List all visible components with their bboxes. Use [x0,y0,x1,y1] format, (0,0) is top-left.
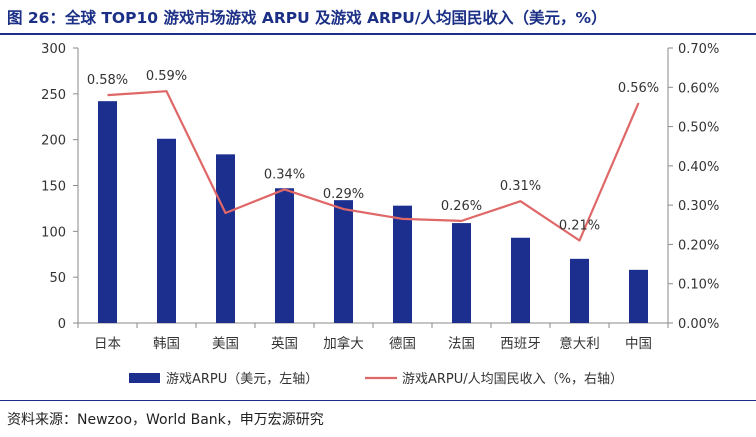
x-axis-category-label: 美国 [212,336,239,352]
right-axis-tick-label: 0.10% [678,278,719,293]
x-axis-category-label: 德国 [389,336,416,352]
line-data-label: 0.59% [146,69,187,84]
right-axis-tick-label: 0.60% [678,81,719,96]
x-axis-category-label: 西班牙 [500,336,541,352]
right-axis-tick-label: 0.30% [678,199,719,214]
legend-line-label: 游戏ARPU/人均国民收入（%，右轴） [402,372,623,387]
bar-series [98,101,648,324]
x-axis-category-label: 加拿大 [323,335,364,352]
data-labels: 0.58% 0.59% 0.34% 0.29% 0.26% 0.31% 0.21% 0.56% [87,69,659,233]
bar [570,258,589,323]
legend-bar-swatch [129,373,160,383]
x-axis-category-label: 法国 [448,336,475,352]
right-axis-tick-label: 0.00% [678,317,719,332]
bar [216,154,235,323]
line-data-label: 0.21% [559,219,600,234]
title-rule [0,33,756,35]
bar [511,237,530,323]
figure-title: 图 26：全球 TOP10 游戏市场游戏 ARPU 及游戏 ARPU/人均国民收… [7,9,607,27]
line-data-label: 0.58% [87,73,128,88]
source-note: 资料来源：Newzoo，World Bank，申万宏源研究 [7,412,324,428]
x-axis-category-label: 意大利 [559,335,600,352]
right-axis-tick-label: 0.40% [678,160,719,175]
left-axis-tick-label: 300 [41,42,66,57]
right-axis-tick-label: 0.70% [678,42,719,57]
left-axis-tick-label: 100 [41,225,66,240]
line-data-label: 0.31% [500,179,541,194]
right-axis-tick-label: 0.20% [678,238,719,253]
line-series-path [107,90,640,242]
right-axis-tick-label: 0.50% [678,121,719,136]
bar [629,269,648,323]
bar [275,188,294,323]
line-data-label: 0.26% [441,199,482,214]
bar [98,101,117,324]
chart: 0 50 100 150 200 250 300 0.00% 0.10% 0.20% 0.30% 0.… [41,42,719,387]
line-data-label: 0.56% [618,81,659,96]
x-axis-category-label: 英国 [271,335,298,352]
bar [157,138,176,323]
x-axis-category-label: 中国 [625,336,652,352]
left-axis-tick-label: 150 [41,180,66,195]
line-data-label: 0.29% [323,187,364,202]
bar [334,200,353,323]
legend: 游戏ARPU（美元，左轴） 游戏ARPU/人均国民收入（%，右轴） [129,372,623,387]
left-axis-tick-label: 250 [41,88,66,103]
axes: 0 50 100 150 200 250 300 0.00% 0.10% 0.20% 0.30% 0.… [41,42,719,352]
left-axis-tick-label: 0 [58,317,66,332]
bar [452,223,471,323]
line-series [107,90,640,242]
left-axis-tick-label: 200 [41,134,66,149]
x-axis-category-label: 韩国 [153,336,180,352]
bar [393,205,412,323]
x-axis-category-label: 日本 [94,336,121,352]
source-rule [0,400,756,401]
left-axis-tick-label: 50 [49,271,66,286]
legend-bar-label: 游戏ARPU（美元，左轴） [166,372,318,387]
line-data-label: 0.34% [264,167,305,182]
